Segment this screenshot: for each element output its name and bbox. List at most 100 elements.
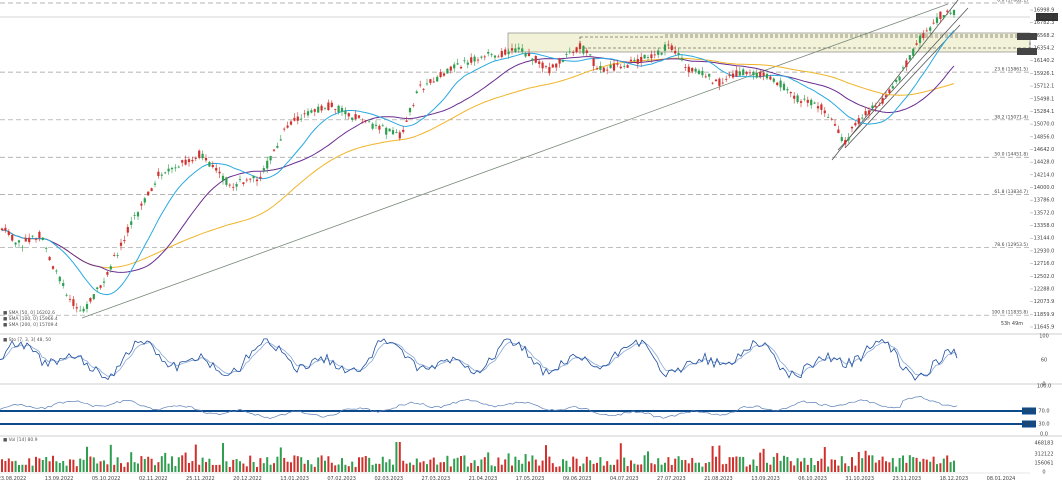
volume-bar — [52, 455, 54, 472]
candle-body — [215, 167, 218, 171]
price-y-tick: 14428.0 — [1034, 160, 1055, 166]
candle-body — [453, 64, 456, 69]
candle-body — [303, 113, 306, 115]
candle-body — [208, 162, 211, 167]
candle-body — [364, 119, 367, 121]
volume-bar — [660, 464, 663, 472]
volume-bar — [106, 464, 109, 472]
volume-y-tick: 312122 — [1034, 452, 1053, 458]
candle-body — [266, 160, 269, 169]
x-axis-date-label: 02.03.2023 — [374, 476, 403, 482]
volume-legend: ■ Vol [14] 80.9 — [3, 437, 38, 443]
volume-bar — [385, 462, 388, 472]
candle-body — [633, 59, 636, 61]
volume-bar — [769, 464, 772, 472]
volume-y-tick: 0 — [1042, 470, 1045, 476]
candle-body — [476, 59, 480, 61]
volume-bar — [398, 442, 401, 472]
volume-bar — [538, 465, 541, 472]
candle-body — [276, 145, 279, 148]
volume-bar — [854, 465, 857, 472]
volume-bar — [623, 457, 626, 472]
zone-price-label: 16603.5 — [1017, 35, 1038, 41]
volume-bar — [939, 463, 942, 472]
price-y-tick: 16140.2 — [1034, 58, 1055, 64]
price-y-tick: 14856.0 — [1034, 134, 1055, 140]
volume-bar — [694, 462, 697, 472]
candle-body — [327, 102, 330, 111]
volume-bar — [687, 463, 690, 472]
volume-bar — [500, 464, 503, 472]
volume-bar — [18, 465, 20, 472]
candle-body — [653, 54, 656, 56]
price-y-tick: 13358.0 — [1034, 223, 1055, 229]
candle-body — [728, 74, 731, 76]
volume-bar — [211, 464, 214, 472]
candle-body — [374, 124, 378, 126]
candle-body — [218, 171, 221, 174]
volume-bar — [888, 462, 891, 472]
volume-bar — [262, 463, 265, 472]
candle-body — [102, 281, 106, 283]
price-y-tick: 14642.0 — [1034, 147, 1055, 153]
candle-body — [847, 137, 850, 141]
candle-body — [7, 231, 10, 235]
price-y-tick: 13144.0 — [1034, 236, 1055, 242]
fib-level-label: 100.0 (11835.8) — [992, 310, 1029, 316]
candle-body — [789, 92, 792, 94]
volume-bar — [276, 456, 279, 472]
volume-bar — [11, 461, 14, 472]
price-y-tick: 15498.1 — [1034, 96, 1055, 102]
fib-level-label: 0.0 (17082.1) — [997, 0, 1028, 4]
volume-bar — [531, 455, 534, 472]
volume-bar — [582, 463, 585, 472]
volume-bar — [344, 464, 347, 472]
volume-bar — [69, 459, 71, 472]
volume-bar — [86, 446, 88, 472]
candle-body — [663, 44, 667, 51]
volume-bar — [511, 465, 513, 472]
volume-bar — [446, 455, 449, 472]
candle-body — [694, 68, 697, 72]
candle-body — [252, 175, 255, 179]
volume-bar — [786, 456, 789, 472]
volume-bar — [551, 463, 554, 472]
candle-body — [354, 114, 357, 119]
candle-body — [929, 27, 932, 31]
candle-body — [606, 69, 609, 71]
candle-body — [334, 108, 337, 110]
candle-body — [470, 57, 473, 63]
candle-body — [864, 111, 867, 116]
volume-bar — [633, 463, 636, 472]
candle-body — [473, 56, 476, 62]
volume-bar — [429, 459, 432, 472]
volume-bar — [137, 463, 139, 472]
candle-body — [884, 95, 888, 98]
x-axis-date-label: 06.10.2023 — [798, 476, 827, 482]
volume-bar — [796, 458, 799, 472]
volume-bar — [674, 458, 677, 472]
volume-bar — [752, 459, 755, 472]
volume-bar — [361, 457, 364, 472]
candle-body — [21, 246, 24, 248]
volume-bar — [490, 465, 493, 472]
volume-bar — [460, 455, 462, 472]
volume-bar — [419, 462, 422, 472]
volume-bar — [698, 462, 700, 472]
candle-body — [670, 45, 673, 51]
volume-bar — [749, 464, 751, 472]
volume-bar — [256, 466, 258, 472]
x-axis-date-label: 05.10.2022 — [92, 476, 121, 482]
candle-body — [58, 276, 61, 282]
candle-body — [742, 69, 745, 76]
candle-body — [232, 186, 235, 188]
volume-bar — [21, 464, 24, 472]
volume-bar — [167, 463, 170, 472]
volume-bar — [330, 462, 333, 472]
volume-bar — [946, 455, 949, 472]
volume-bar — [827, 466, 830, 472]
candle-body — [534, 56, 537, 63]
volume-bar — [521, 463, 524, 472]
volume-bar — [191, 461, 194, 472]
